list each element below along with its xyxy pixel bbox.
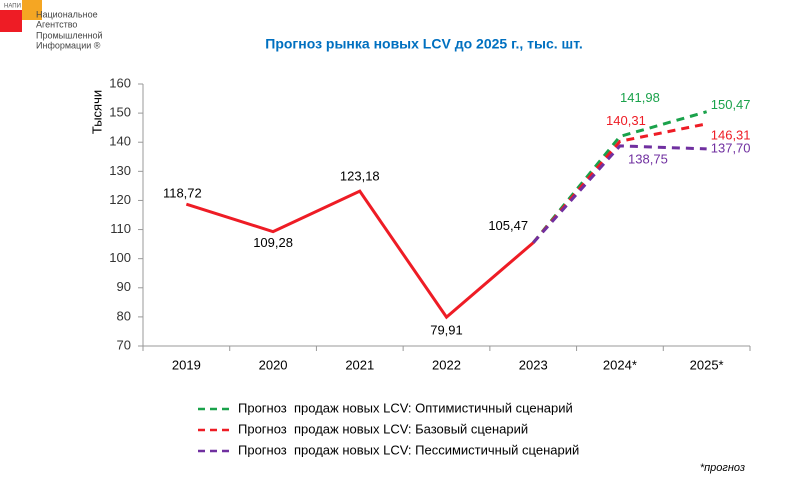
data-label: 118,72 bbox=[163, 186, 202, 201]
y-tick-label: 150 bbox=[109, 105, 131, 120]
footnote: *прогноз bbox=[700, 462, 745, 474]
logo-text: Информации ® bbox=[36, 40, 101, 50]
data-label: 140,31 bbox=[606, 113, 646, 128]
x-tick-label: 2022 bbox=[432, 357, 461, 372]
data-label: 123,18 bbox=[340, 169, 380, 184]
y-tick-label: 90 bbox=[117, 279, 131, 294]
legend-label: Прогноз продаж новых LCV: Пессимистичный… bbox=[238, 442, 579, 457]
y-tick-label: 100 bbox=[109, 250, 131, 265]
y-tick-label: 120 bbox=[109, 192, 131, 207]
data-label: 137,70 bbox=[711, 140, 751, 155]
data-label: 105,47 bbox=[488, 218, 528, 233]
data-label: 141,98 bbox=[620, 90, 660, 105]
logo-text: Национальное bbox=[36, 9, 98, 19]
logo-text: Промышленной bbox=[36, 30, 103, 40]
series-line bbox=[532, 110, 708, 244]
y-tick-label: 130 bbox=[109, 163, 131, 178]
legend-label: Прогноз продаж новых LCV: Базовый сценар… bbox=[238, 421, 528, 436]
data-label: 146,31 bbox=[711, 127, 751, 142]
data-label: 79,91 bbox=[430, 323, 463, 338]
series-line bbox=[185, 189, 535, 320]
series-line bbox=[532, 122, 707, 244]
data-label: 109,28 bbox=[253, 235, 293, 250]
logo-square bbox=[22, 0, 42, 20]
chart-title: Прогноз рынка новых LCV до 2025 г., тыс.… bbox=[265, 36, 582, 52]
data-label: 138,75 bbox=[628, 151, 668, 166]
logo-square bbox=[0, 10, 22, 32]
x-tick-label: 2020 bbox=[259, 357, 288, 372]
y-axis-label: Тысячи bbox=[89, 90, 104, 134]
logo-short: НАПИ bbox=[4, 4, 21, 10]
y-tick-label: 70 bbox=[117, 337, 131, 352]
x-tick-label: 2019 bbox=[172, 357, 201, 372]
y-tick-label: 160 bbox=[109, 75, 131, 90]
data-label: 150,47 bbox=[711, 97, 751, 112]
y-tick-label: 80 bbox=[117, 308, 131, 323]
x-tick-label: 2024* bbox=[603, 357, 637, 372]
x-tick-label: 2023 bbox=[519, 357, 548, 372]
y-tick-label: 140 bbox=[109, 134, 131, 149]
logo-text: Агентство bbox=[36, 19, 77, 29]
series-line bbox=[532, 144, 707, 244]
x-tick-label: 2025* bbox=[690, 357, 724, 372]
x-tick-label: 2021 bbox=[345, 357, 374, 372]
y-tick-label: 110 bbox=[110, 221, 131, 236]
legend-label: Прогноз продаж новых LCV: Оптимистичный … bbox=[238, 400, 573, 415]
